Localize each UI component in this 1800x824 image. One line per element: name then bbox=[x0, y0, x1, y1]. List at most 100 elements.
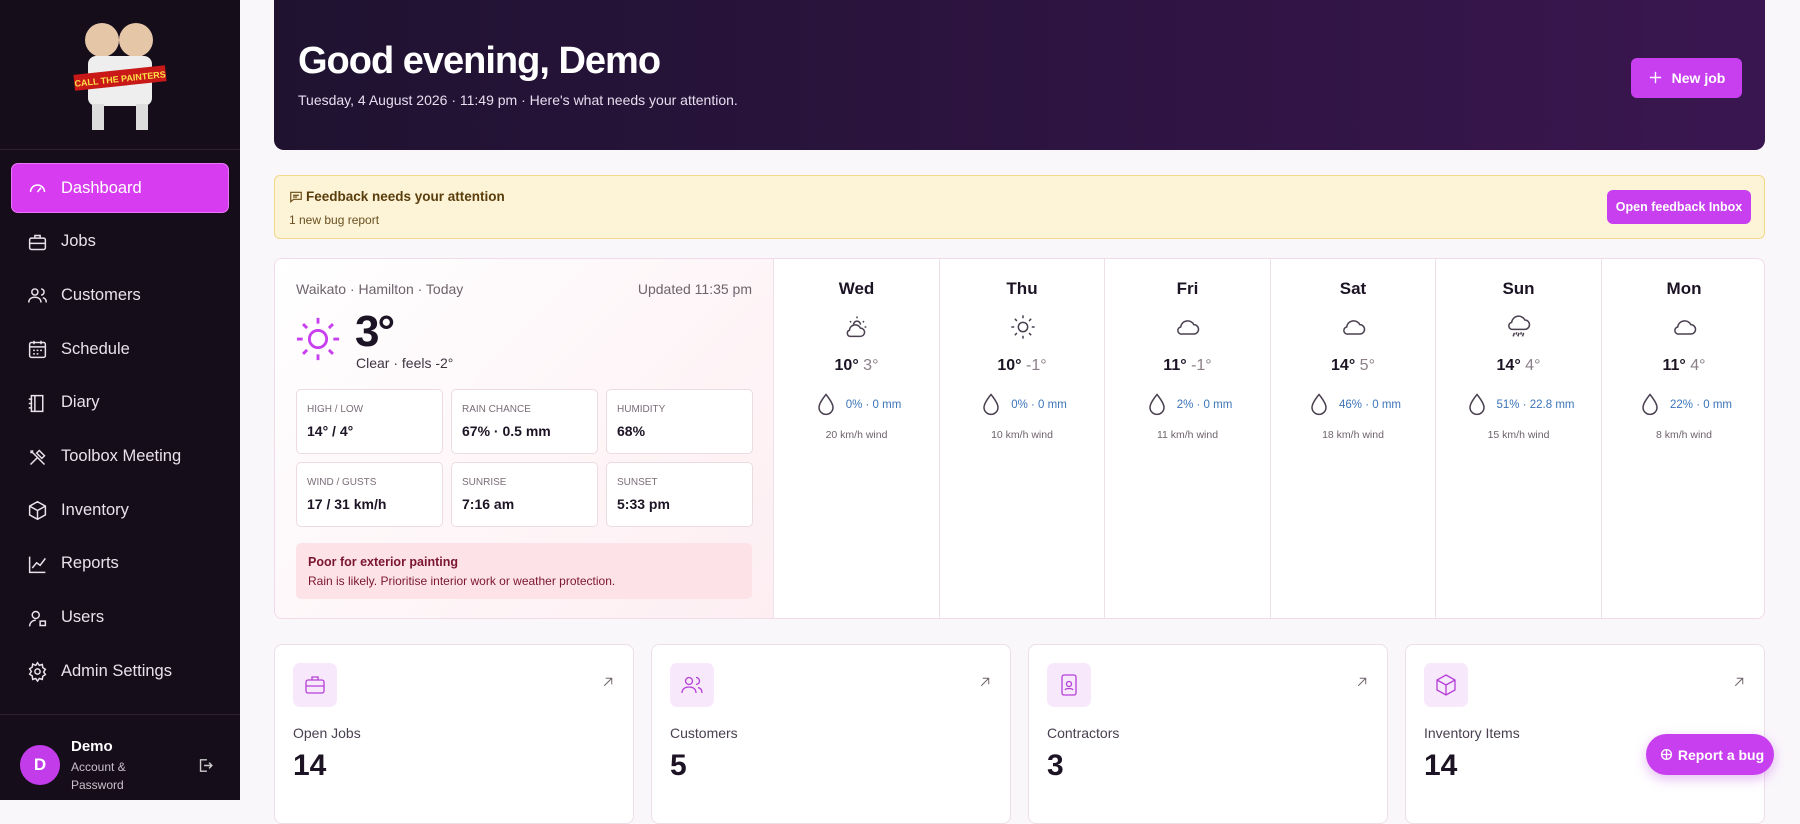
new-job-button[interactable]: New job bbox=[1631, 58, 1742, 98]
rain: 2% · 0 mm bbox=[1105, 391, 1270, 419]
temps: 10° 3° bbox=[774, 357, 939, 375]
rain: 0% · 0 mm bbox=[940, 391, 1105, 419]
bug-icon bbox=[1660, 748, 1673, 761]
alert-title: Feedback needs your attention bbox=[306, 189, 505, 204]
card-label: Contractors bbox=[1047, 725, 1120, 741]
nav-item[interactable]: Users bbox=[12, 594, 228, 642]
temps: 11° 4° bbox=[1602, 357, 1765, 375]
nav-icon bbox=[28, 501, 47, 521]
weather-icon bbox=[1673, 320, 1696, 335]
high-temp: 14° bbox=[1496, 357, 1521, 374]
forecast-day: Mon 11° 4° 22% · 0 mm 8 km/h wind bbox=[1600, 259, 1765, 618]
nav-icon bbox=[28, 661, 47, 683]
wind: 8 km/h wind bbox=[1655, 429, 1713, 441]
card-icon bbox=[305, 676, 325, 694]
stat-label: HUMIDITY bbox=[617, 404, 666, 415]
nav-icon bbox=[28, 610, 47, 627]
open-feedback-button[interactable]: Open feedback Inbox bbox=[1607, 190, 1751, 224]
card-label: Customers bbox=[670, 725, 738, 741]
low-temp: -1° bbox=[1026, 357, 1047, 374]
nav-item[interactable]: Dashboard bbox=[12, 164, 228, 212]
greeting: Good evening, Demo bbox=[298, 40, 661, 82]
low-temp: 4° bbox=[1690, 357, 1706, 374]
drop-icon bbox=[817, 393, 834, 416]
logout-icon[interactable] bbox=[197, 757, 214, 774]
temps: 14° 5° bbox=[1271, 357, 1436, 375]
wind: 11 km/h wind bbox=[1156, 429, 1219, 441]
nav-item[interactable]: Admin Settings bbox=[12, 647, 228, 695]
forecast-day: Thu 10° -1° 0% · 0 mm 10 km/h wind bbox=[938, 259, 1105, 618]
nav-item[interactable]: Inventory bbox=[12, 486, 228, 534]
nav-label: Diary bbox=[61, 393, 100, 412]
weather-stat: SUNSET 5:33 pm bbox=[606, 462, 753, 527]
rain: 51% · 22.8 mm bbox=[1436, 391, 1601, 419]
stat-card[interactable]: Customers 5 bbox=[651, 644, 1011, 824]
drop-icon bbox=[1148, 393, 1165, 416]
weather-icon bbox=[1508, 315, 1531, 337]
stat-value: 7:16 am bbox=[462, 496, 515, 512]
location: Waikato · Hamilton · Today bbox=[296, 281, 464, 297]
day-name: Thu bbox=[1006, 279, 1038, 298]
rain: 0% · 0 mm bbox=[774, 391, 939, 419]
warning-text: Rain is likely. Prioritise interior work… bbox=[308, 574, 616, 588]
drop-icon bbox=[1642, 393, 1658, 416]
nav-item[interactable]: Reports bbox=[12, 540, 228, 588]
rain-text: 46% · 0 mm bbox=[1339, 399, 1401, 411]
nav-item[interactable]: Jobs bbox=[12, 218, 228, 266]
stat-label: SUNRISE bbox=[462, 477, 507, 488]
weather-stat: SUNRISE 7:16 am bbox=[451, 462, 598, 527]
temps: 14° 4° bbox=[1436, 357, 1601, 375]
account-link[interactable]: Account & Password bbox=[71, 760, 126, 792]
avatar[interactable]: D bbox=[20, 745, 60, 785]
logo: CALL THE PAINTERS bbox=[73, 23, 167, 130]
low-temp: 3° bbox=[863, 357, 879, 374]
rain-text: 51% · 22.8 mm bbox=[1496, 399, 1575, 411]
hero-subtitle: Tuesday, 4 August 2026 · 11:49 pm · Here… bbox=[298, 92, 738, 108]
nav-label: Inventory bbox=[61, 500, 129, 519]
weather-today: Waikato · Hamilton · Today Updated 11:35… bbox=[275, 259, 773, 618]
high-temp: 11° bbox=[1163, 357, 1187, 374]
nav-item[interactable]: Customers bbox=[12, 271, 228, 319]
card-icon bbox=[681, 676, 703, 694]
arrow-icon bbox=[1357, 677, 1367, 687]
forecast-day: Sat 14° 5° 46% · 0 mm 18 km/h wind bbox=[1269, 259, 1436, 618]
stat-value: 14° / 4° bbox=[307, 423, 354, 439]
nav-item[interactable]: Diary bbox=[12, 379, 228, 427]
new-job-label: New job bbox=[1671, 70, 1726, 86]
sun-icon bbox=[296, 317, 340, 361]
nav-item[interactable]: Toolbox Meeting bbox=[12, 433, 228, 481]
report-bug-label: Report a bug bbox=[1677, 746, 1765, 763]
weather-stat: HUMIDITY 68% bbox=[606, 389, 753, 454]
card-icon-bg bbox=[293, 663, 337, 707]
nav-item[interactable]: Schedule bbox=[12, 325, 228, 373]
condition: Clear · feels -2° bbox=[356, 355, 454, 371]
high-temp: 14° bbox=[1331, 357, 1356, 374]
stat-label: RAIN CHANCE bbox=[462, 404, 531, 415]
current-temp: 3° bbox=[355, 307, 395, 356]
divider bbox=[0, 149, 240, 150]
arrow-icon bbox=[980, 677, 990, 687]
weather-stat: HIGH / LOW 14° / 4° bbox=[296, 389, 443, 454]
wind: 20 km/h wind bbox=[825, 429, 888, 441]
stat-value: 5:33 pm bbox=[617, 496, 670, 512]
drop-icon bbox=[1468, 393, 1485, 416]
nav-label: Users bbox=[61, 608, 105, 627]
card-icon bbox=[1436, 674, 1456, 696]
day-name: Mon bbox=[1666, 279, 1702, 298]
weather-panel: Waikato · Hamilton · Today Updated 11:35… bbox=[274, 258, 1765, 619]
stat-card[interactable]: Open Jobs 14 bbox=[274, 644, 634, 824]
card-icon-bg bbox=[1424, 663, 1468, 707]
updated: Updated 11:35 pm bbox=[637, 281, 752, 297]
card-value: 3 bbox=[1047, 749, 1064, 782]
nav-label: Schedule bbox=[61, 339, 130, 358]
high-temp: 10° bbox=[834, 357, 859, 374]
nav-icon bbox=[29, 448, 46, 465]
wind: 10 km/h wind bbox=[991, 429, 1053, 441]
report-bug-button[interactable]: Report a bug bbox=[1646, 734, 1774, 775]
warning: Poor for exterior painting Rain is likel… bbox=[296, 543, 752, 599]
card-label: Inventory Items bbox=[1424, 725, 1520, 741]
low-temp: -1° bbox=[1191, 357, 1212, 374]
stat-card[interactable]: Contractors 3 bbox=[1028, 644, 1388, 824]
stat-label: HIGH / LOW bbox=[307, 404, 364, 415]
